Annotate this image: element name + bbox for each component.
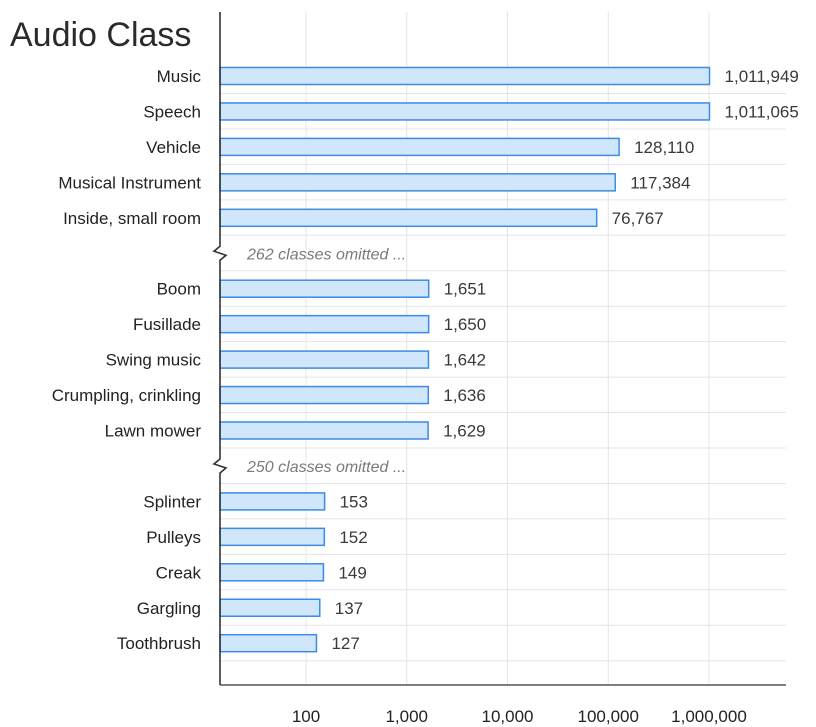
x-tick-label: 10,000 xyxy=(482,707,534,726)
value-label: 1,011,949 xyxy=(725,67,799,86)
category-label: Pulleys xyxy=(146,528,201,547)
bar xyxy=(219,421,429,440)
category-label: Gargling xyxy=(137,599,201,618)
value-label: 153 xyxy=(340,492,368,511)
bars: Music 1,011,949 Speech 1,011,065 Vehicle 128,… xyxy=(52,66,799,653)
bar xyxy=(219,279,430,298)
bar xyxy=(219,598,321,617)
category-label: Boom xyxy=(157,280,201,299)
value-label: 1,011,065 xyxy=(724,102,798,121)
category-label: Creak xyxy=(156,563,202,582)
value-label: 149 xyxy=(338,563,366,582)
bar xyxy=(219,563,325,582)
bar xyxy=(219,633,318,653)
category-label: Speech xyxy=(143,102,201,121)
category-label: Inside, small room xyxy=(63,209,201,228)
y-axis xyxy=(212,12,228,685)
category-label: Lawn mower xyxy=(105,422,202,441)
category-label: Musical Instrument xyxy=(58,173,201,192)
category-label: Vehicle xyxy=(146,138,201,157)
value-label: 1,650 xyxy=(444,315,487,334)
category-label: Swing music xyxy=(106,351,202,370)
bar xyxy=(219,208,598,228)
category-label: Splinter xyxy=(143,492,201,511)
value-label: 76,767 xyxy=(612,209,664,228)
x-tick-label: 100,000 xyxy=(578,707,639,726)
value-label: 1,651 xyxy=(444,280,487,299)
value-label: 1,642 xyxy=(443,351,486,370)
bar xyxy=(219,137,620,157)
chart-title: Audio Class xyxy=(10,16,191,54)
bar xyxy=(219,102,711,121)
category-label: Crumpling, crinkling xyxy=(52,386,201,405)
bar xyxy=(219,350,430,369)
value-label: 128,110 xyxy=(634,138,694,157)
x-tick-label: 1,000 xyxy=(385,707,428,726)
bar xyxy=(219,385,430,405)
category-label: Toothbrush xyxy=(117,634,201,653)
bar xyxy=(219,492,326,511)
category-label: Fusillade xyxy=(133,315,201,334)
x-tick-label: 100 xyxy=(292,707,320,726)
value-label: 1,629 xyxy=(443,422,486,441)
omitted-classes-label: 262 classes omitted ... xyxy=(246,246,406,263)
x-tick-label: 1,000,000 xyxy=(671,707,747,726)
value-label: 1,636 xyxy=(443,386,486,405)
omitted-classes-label: 250 classes omitted ... xyxy=(246,459,406,476)
value-label: 127 xyxy=(331,634,359,653)
value-label: 117,384 xyxy=(630,173,690,192)
axes: 100 1,000 10,000 100,000 1,000,000 xyxy=(212,12,786,726)
bar xyxy=(219,314,430,334)
bar xyxy=(219,66,711,86)
bar xyxy=(219,527,326,547)
value-label: 152 xyxy=(339,528,367,547)
bar xyxy=(219,173,617,192)
category-label: Music xyxy=(157,67,202,86)
value-label: 137 xyxy=(335,599,363,618)
gridlines xyxy=(220,12,786,685)
